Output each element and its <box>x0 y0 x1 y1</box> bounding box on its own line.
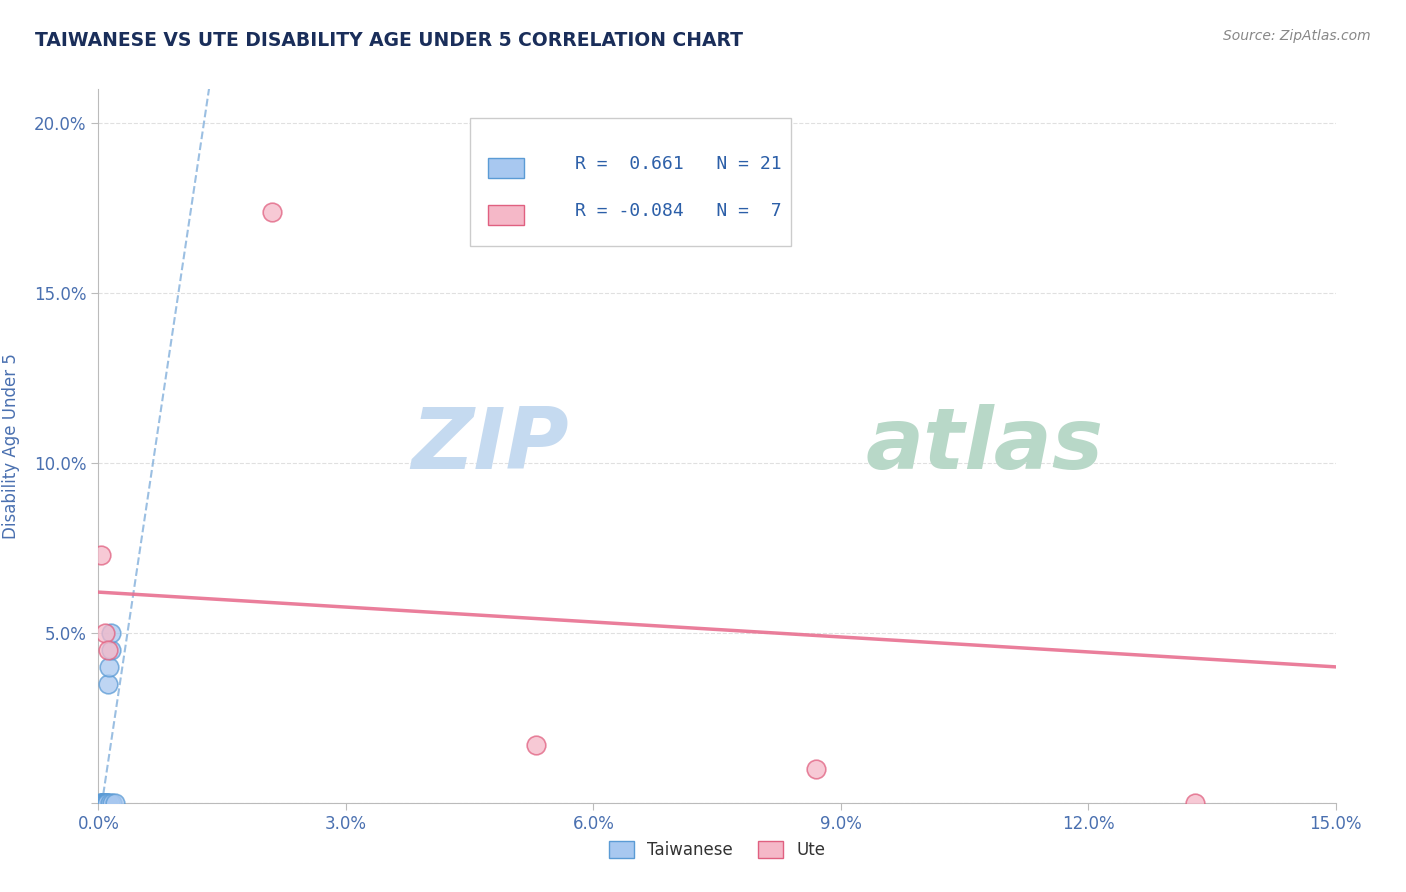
Point <box>94 796 117 810</box>
Point <box>90 796 112 810</box>
Point <box>260 204 283 219</box>
Bar <box>488 159 524 178</box>
Point <box>97 643 120 657</box>
Point <box>96 796 118 810</box>
Point <box>524 738 547 752</box>
Point <box>90 548 112 562</box>
Point <box>98 660 121 674</box>
Legend: Taiwanese, Ute: Taiwanese, Ute <box>602 834 832 866</box>
Point <box>96 796 118 810</box>
Point <box>97 677 120 691</box>
Text: R =  0.661   N = 21: R = 0.661 N = 21 <box>575 155 782 173</box>
Point <box>93 796 115 810</box>
Point <box>1184 796 1206 810</box>
Point <box>96 796 118 810</box>
Bar <box>488 205 524 225</box>
Point <box>100 796 122 810</box>
Point <box>100 643 122 657</box>
Point <box>94 796 117 810</box>
Text: Source: ZipAtlas.com: Source: ZipAtlas.com <box>1223 29 1371 43</box>
Y-axis label: Disability Age Under 5: Disability Age Under 5 <box>3 353 20 539</box>
Point <box>100 626 122 640</box>
Point <box>94 626 117 640</box>
Point <box>93 796 115 810</box>
FancyBboxPatch shape <box>470 118 792 246</box>
Text: atlas: atlas <box>866 404 1104 488</box>
Point <box>90 796 112 810</box>
Point <box>91 796 114 810</box>
Point <box>93 796 115 810</box>
Point <box>104 796 127 810</box>
Point <box>98 796 121 810</box>
Point <box>89 796 111 810</box>
Text: TAIWANESE VS UTE DISABILITY AGE UNDER 5 CORRELATION CHART: TAIWANESE VS UTE DISABILITY AGE UNDER 5 … <box>35 31 744 50</box>
Text: ZIP: ZIP <box>411 404 568 488</box>
Point <box>90 796 112 810</box>
Point <box>804 762 827 776</box>
Text: R = -0.084   N =  7: R = -0.084 N = 7 <box>575 202 782 219</box>
Point <box>91 796 114 810</box>
